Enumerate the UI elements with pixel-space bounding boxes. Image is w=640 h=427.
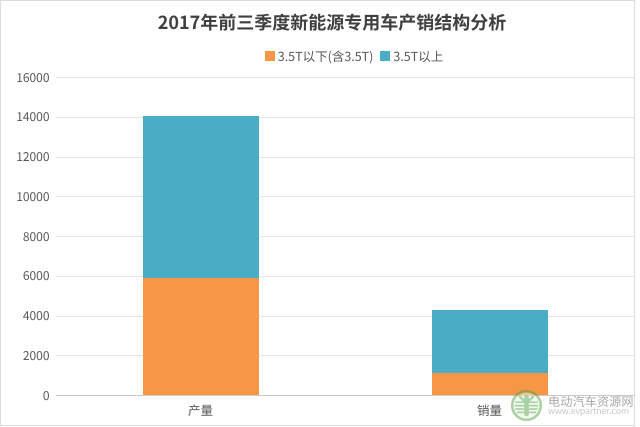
chart-title: 2017年前三季度新能源专用车产销结构分析: [157, 9, 507, 35]
y-tick-label-4000: 4000: [22, 307, 50, 324]
watermark-url: www.evpartner.com: [548, 403, 629, 417]
gridline-16000: [56, 77, 634, 78]
gridline-6000: [56, 275, 634, 277]
bar-segment-production-up-to-3-5t: [142, 278, 259, 396]
plot-area: 0 2000 4000 6000 8000 10000 12000 14000 16000 产量 销…: [16, 71, 634, 416]
y-tick-label-8000: 8000: [22, 227, 50, 245]
legend-label-above-3-5t: 3.5T以上: [393, 46, 444, 65]
legend-item-above-3-5t: 3.5T以上: [380, 49, 443, 63]
gridline-12000: [56, 156, 634, 158]
x-axis-line: [56, 395, 634, 396]
y-tick-label-14000: 14000: [16, 108, 50, 126]
y-tick-label-12000: 12000: [16, 148, 50, 165]
y-tick-label-16000: 16000: [16, 68, 50, 86]
bar-segment-sales-up-to-3-5t: [431, 372, 548, 396]
gridline-2000: [56, 355, 634, 357]
y-tick-label-10000: 10000: [16, 187, 50, 205]
watermark-site-name: 电动汽车资源网: [548, 391, 634, 410]
bar-segment-sales-above-3-5t: [431, 310, 548, 373]
legend: 3.5T以下(含3.5T) 3.5T以上: [34, 49, 640, 63]
watermark: 电动汽车资源网 www.evpartner.com: [509, 387, 640, 424]
bar-segment-production-above-3-5t: [142, 116, 259, 279]
gridline-8000: [56, 236, 634, 237]
gridline-4000: [56, 315, 634, 317]
legend-swatch-above-3-5t: [380, 51, 391, 61]
evpartner-logo-icon: [510, 389, 543, 422]
gridline-14000: [56, 116, 634, 118]
x-category-label-sales: 销量: [476, 399, 503, 419]
y-tick-label-0: 0: [42, 386, 50, 404]
y-tick-label-2000: 2000: [22, 346, 50, 364]
legend-label-up-to-3-5t: 3.5T以下(含3.5T): [277, 46, 374, 65]
legend-swatch-up-to-3-5t: [264, 51, 275, 61]
y-tick-label-6000: 6000: [22, 267, 50, 285]
x-category-label-production: 产量: [187, 399, 214, 419]
legend-item-up-to-3-5t: 3.5T以下(含3.5T): [264, 46, 374, 65]
gridline-10000: [56, 196, 634, 198]
